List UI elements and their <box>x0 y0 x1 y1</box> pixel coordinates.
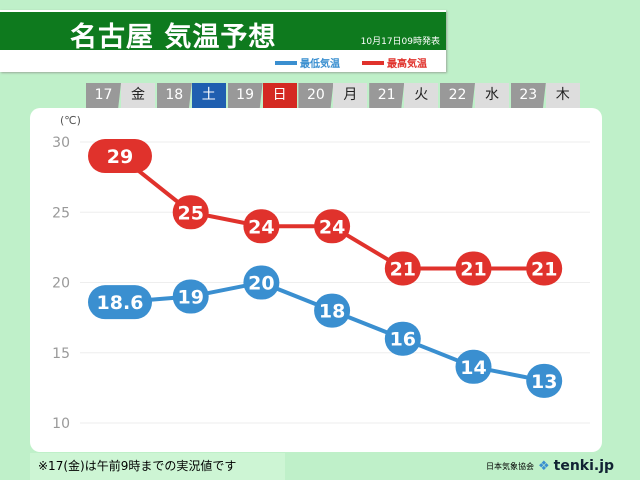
day-number: 21 <box>369 83 405 108</box>
y-tick-label: 25 <box>52 205 70 221</box>
day-weekday: 木 <box>545 83 580 108</box>
day-weekday: 土 <box>191 83 226 108</box>
data-point <box>314 293 351 328</box>
data-point <box>314 209 351 244</box>
data-label: 13 <box>531 371 557 393</box>
data-point <box>88 139 152 174</box>
title-bar: 名古屋 気温予想 10月17日09時発表 <box>0 12 446 53</box>
data-label: 25 <box>177 202 203 224</box>
legend-label-high: 最高気温 <box>387 59 427 70</box>
day-number: 18 <box>156 83 192 108</box>
data-point <box>455 251 492 286</box>
data-label: 19 <box>177 287 203 309</box>
brand: tenki.jp <box>553 458 615 474</box>
legend-high: 最高気温 <box>362 55 427 70</box>
data-label: 24 <box>319 216 345 238</box>
data-point <box>455 349 492 384</box>
y-tick-label: 30 <box>52 135 70 151</box>
data-point <box>384 251 421 286</box>
data-label: 20 <box>248 273 274 295</box>
day-number: 22 <box>440 83 475 108</box>
data-point <box>172 279 209 314</box>
day-number: 20 <box>298 83 334 108</box>
day-weekday: 日 <box>262 83 297 108</box>
legend-swatch-low <box>275 60 297 65</box>
data-point <box>243 265 280 300</box>
day-weekday: 月 <box>333 83 368 108</box>
data-point <box>526 363 563 398</box>
credit: 日本気象協会 ❖ tenki.jp <box>486 458 614 474</box>
data-label: 29 <box>107 146 133 168</box>
data-point <box>243 209 280 244</box>
data-label: 21 <box>531 258 557 280</box>
data-label: 21 <box>460 258 486 280</box>
header: 名古屋 気温予想 10月17日09時発表 最低気温 最高気温 <box>0 10 446 72</box>
org-name: 日本気象協会 <box>486 461 534 471</box>
day-weekday: 火 <box>404 83 439 108</box>
data-label: 14 <box>460 357 486 379</box>
day-number: 19 <box>227 83 263 108</box>
data-label: 18.6 <box>97 292 144 314</box>
data-label: 16 <box>390 329 416 351</box>
y-axis-label: (℃) <box>60 114 81 127</box>
legend-swatch-high <box>362 60 384 65</box>
data-label: 18 <box>319 301 345 323</box>
tenki-logo-icon: ❖ <box>538 458 550 474</box>
data-point <box>384 321 421 356</box>
legend-label-low: 最低気温 <box>300 59 340 70</box>
y-tick-label: 15 <box>52 346 70 362</box>
data-point <box>172 195 209 230</box>
footnote: ※17(金)は午前9時までの実況値です <box>30 453 285 480</box>
data-label: 21 <box>390 258 416 280</box>
issued-time: 10月17日09時発表 <box>360 37 440 47</box>
y-tick-label: 10 <box>52 416 70 432</box>
data-point <box>88 285 152 320</box>
data-label: 24 <box>248 216 274 238</box>
page-title: 名古屋 気温予想 <box>70 22 277 53</box>
data-point <box>526 251 563 286</box>
day-weekday: 水 <box>475 83 509 108</box>
day-weekday: 金 <box>121 83 155 108</box>
day-number: 23 <box>510 83 546 108</box>
day-number: 17 <box>86 83 121 108</box>
y-tick-label: 20 <box>52 276 70 292</box>
legend-low: 最低気温 <box>275 55 340 70</box>
